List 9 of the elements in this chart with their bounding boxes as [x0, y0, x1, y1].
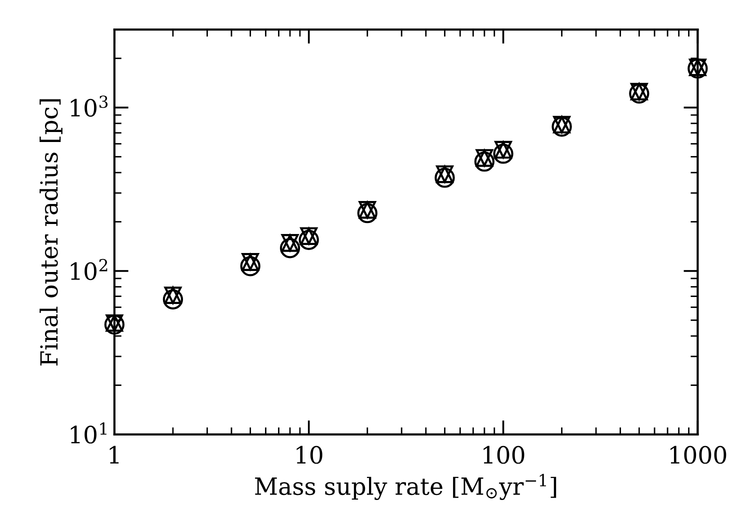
x-tick-label: 100 [484, 446, 524, 464]
y-tick-label: 10$^{2}$ [70, 258, 108, 280]
y-tick-label: 10$^{1}$ [70, 422, 106, 444]
x-axis-title: Mass suply rate [M$_{⊙}$yr$^{−1}$] [255, 474, 556, 500]
x-tick-label: 1000 [670, 446, 726, 464]
y-tick-label: 10$^{3}$ [70, 96, 108, 117]
y-axis-title: Final outer radius [pc] [40, 99, 62, 366]
x-tick-label: 10 [296, 446, 322, 464]
x-tick-label: 1 [110, 446, 119, 464]
